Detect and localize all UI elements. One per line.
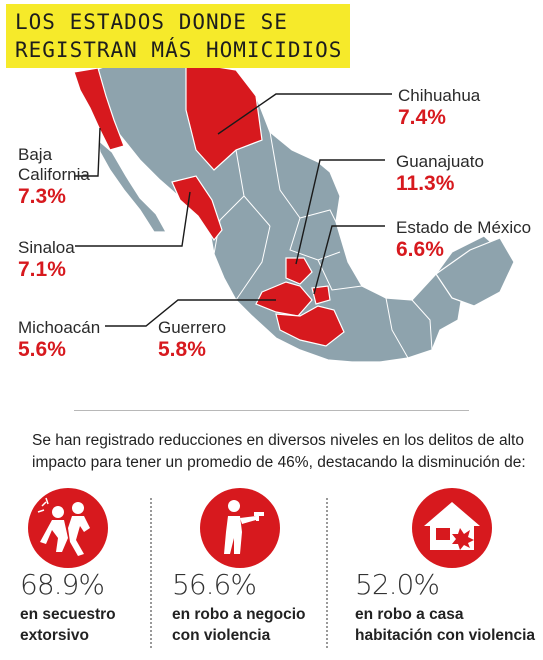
house-robbery-icon (412, 488, 492, 568)
kidnapping-icon (28, 488, 108, 568)
state-baja-california (73, 67, 125, 151)
stat-description: en robo a casa habitación con violencia (355, 604, 535, 646)
armed-robbery-icon (200, 488, 280, 568)
stat-value: 68.9% (20, 568, 105, 601)
label-guanajuato: Guanajuato 11.3% (396, 152, 484, 196)
label-guerrero: Guerrero 5.8% (158, 318, 226, 362)
stat-desc-line-1: en secuestro (20, 606, 116, 623)
stat-desc-line-2: con violencia (172, 627, 271, 644)
state-percent: 11.3% (396, 172, 455, 195)
leader-lines (75, 93, 392, 327)
state-percent: 7.4% (398, 106, 446, 129)
label-sinaloa: Sinaloa 7.1% (18, 238, 75, 282)
stat-desc-line-2: extorsivo (20, 627, 89, 644)
state-percent: 5.6% (18, 338, 66, 361)
separator (150, 498, 152, 648)
label-estado-de-mexico: Estado de México 6.6% (396, 218, 531, 262)
state-name: Sinaloa (18, 238, 75, 257)
state-name: Estado de México (396, 218, 532, 237)
stat-value: 52.0% (355, 568, 440, 601)
summary-text: Se han registrado reducciones en diverso… (32, 432, 526, 471)
state-name-line-1: Baja (18, 145, 53, 164)
label-michoacan: Michoacán 5.6% (18, 318, 100, 362)
page-title-line-2: REGISTRAN MÁS HOMICIDIOS (15, 38, 343, 62)
state-percent: 7.1% (18, 258, 66, 281)
state-guerrero (275, 305, 345, 347)
state-name: Chihuahua (398, 86, 481, 105)
state-percent: 5.8% (158, 338, 206, 361)
stat-desc-line-1: en robo a negocio (172, 606, 306, 623)
stat-desc-line-2: habitación con violencia (355, 627, 536, 644)
state-percent: 7.3% (18, 185, 66, 208)
mexico-map (73, 54, 515, 363)
state-guanajuato (285, 257, 313, 285)
label-baja-california: Baja California 7.3% (18, 145, 90, 209)
separator (326, 498, 328, 648)
stat-description: en secuestro extorsivo (20, 604, 116, 646)
state-name: Michoacán (18, 318, 101, 337)
page-title-line-1: LOS ESTADOS DONDE SE (15, 10, 288, 34)
state-name-line-2: California (18, 165, 90, 184)
stat-value: 56.6% (172, 568, 257, 601)
state-chihuahua (185, 61, 263, 171)
stat-desc-line-1: en robo a casa (355, 606, 464, 623)
divider (74, 410, 469, 411)
highlighted-states (73, 61, 345, 347)
title-banner: LOS ESTADOS DONDE SE REGISTRAN MÁS HOMIC… (6, 4, 350, 68)
state-estado-de-mexico (311, 285, 331, 305)
state-michoacan (255, 281, 313, 317)
state-sinaloa (171, 175, 223, 242)
stat-description: en robo a negocio con violencia (172, 604, 305, 646)
label-chihuahua: Chihuahua 7.4% (398, 86, 480, 130)
state-name: Guanajuato (396, 152, 484, 171)
state-name: Guerrero (158, 318, 227, 337)
state-percent: 6.6% (396, 238, 444, 261)
